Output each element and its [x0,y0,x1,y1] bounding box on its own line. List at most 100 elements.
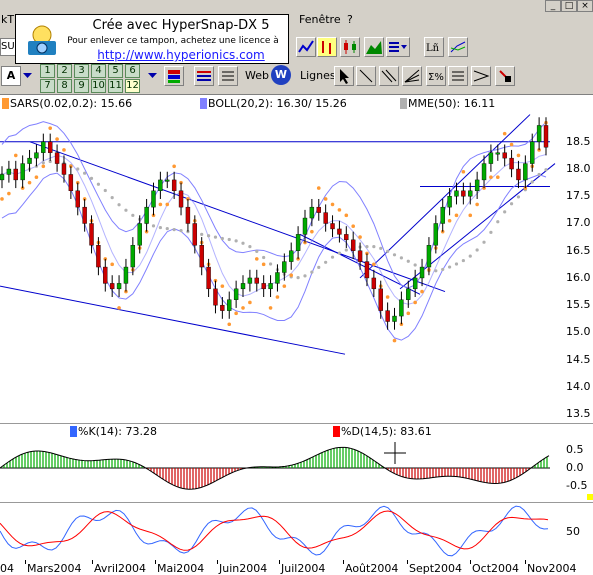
mme-dot [158,225,162,230]
k-swatch [70,426,77,437]
candle-body [171,179,177,192]
period-button-9[interactable]: 9 [74,79,89,93]
candle-body [233,288,239,300]
angle-arrow-icon [473,70,490,82]
period-button-10[interactable]: 10 [91,79,106,93]
line-chart-button[interactable] [296,37,316,57]
web-icon[interactable]: W [271,65,291,85]
mme-dot [503,210,507,214]
period-button-8[interactable]: 8 [57,79,72,93]
mme-dot [103,188,107,193]
font-select[interactable]: A [1,66,21,86]
candle-body [137,223,142,246]
sar-dot [385,295,390,299]
period-button-4[interactable]: 4 [91,64,106,78]
number-dropdown[interactable] [145,66,160,84]
area-chart-button[interactable] [364,37,384,57]
color-picker-button[interactable] [164,66,184,86]
bollinger-middle [1,154,547,305]
stochastic-chart[interactable] [0,503,593,561]
month-tick [92,560,93,564]
period-button-5[interactable]: 5 [108,64,123,78]
mme-dot [475,248,479,252]
horizontal-lines-icon [452,71,464,81]
log-scale-button[interactable]: Lñ [424,37,444,57]
mme-swatch [400,98,407,109]
horizontal-lines-tool[interactable] [448,66,468,86]
sar-dot [330,202,335,207]
candle-body [426,245,432,268]
period-button-7[interactable]: 7 [40,79,55,93]
candle-body [27,157,32,164]
mme-dot [461,258,465,263]
month-tick [343,560,344,564]
period-button-2[interactable]: 2 [57,64,72,78]
hypersnap-stamp[interactable]: Crée avec HyperSnap-DX 5 Pour enlever ce… [15,14,289,64]
text-style-button[interactable] [218,66,238,86]
period-button-1[interactable]: 1 [40,64,55,78]
candle-body [337,228,342,235]
stamp-link[interactable]: http://www.hyperionics.com [97,48,265,62]
stochastic-tick-label: 50 [566,525,580,538]
candle-chart-button[interactable] [340,37,360,57]
chevron-down-icon [148,73,157,78]
font-select-arrow[interactable] [20,66,35,84]
restore-button[interactable]: □ [561,0,577,12]
period-button-6[interactable]: 6 [125,64,140,78]
mme-dot [172,228,176,232]
oscillator-chart[interactable] [0,440,593,502]
month-label: Oct2004 [472,562,520,575]
mme-dot [48,159,52,164]
price-tick-label: 15.0 [566,325,591,339]
panel-divider [0,502,593,503]
chart-style-dropdown[interactable] [386,37,410,57]
mme-dot [516,195,521,199]
sar-dot [502,131,507,136]
candle-body [509,157,514,170]
delete-tool[interactable] [495,66,515,86]
trendline-tool[interactable] [356,66,376,86]
minimize-button[interactable]: _ [545,0,561,12]
candle-body [392,315,397,322]
period-button-3[interactable]: 3 [74,64,89,78]
mme-dot [496,220,500,224]
candle-body [103,266,108,284]
menu-item-help[interactable]: ? [347,13,353,26]
cursor-tool[interactable] [334,66,354,86]
mme-dot [89,176,94,180]
candle-body [247,277,253,284]
menu-item-file[interactable]: kT [1,13,15,26]
mme-dot [330,255,335,259]
mme-dot [310,270,314,274]
price-tick-label: 14.0 [566,379,591,393]
period-button-11[interactable]: 11 [108,79,123,93]
sar-dot [461,169,466,174]
candle-body [371,277,377,290]
menu-item-window[interactable]: Fenêtre [299,13,341,26]
mme-dot [268,262,273,266]
price-chart[interactable] [0,110,593,435]
price-tick-label: 18.5 [566,134,591,148]
indicator-button[interactable] [448,37,468,57]
period-button-12[interactable]: 12 [125,79,140,93]
month-tick [470,560,471,564]
parallel-lines-icon [381,69,397,83]
fibonacci-tool[interactable]: Σ% [426,66,446,86]
channel-tool[interactable] [379,66,399,86]
mme-dot [537,172,541,177]
arrow-tool[interactable] [471,66,491,86]
lines-label: Lignes [300,69,336,82]
month-tick [25,560,26,564]
price-tick-label: 16.0 [566,270,591,284]
candle-body [468,190,473,197]
sar-dot [399,322,404,327]
line-style-button[interactable] [194,66,214,86]
bar-chart-button[interactable] [317,37,337,57]
sar-dot [34,175,39,179]
indicator-icon [450,41,466,53]
mme-dot [186,230,190,234]
close-button[interactable]: × [577,0,593,12]
d-line [0,510,549,551]
fan-tool[interactable] [402,66,422,86]
sar-dot [420,289,424,294]
